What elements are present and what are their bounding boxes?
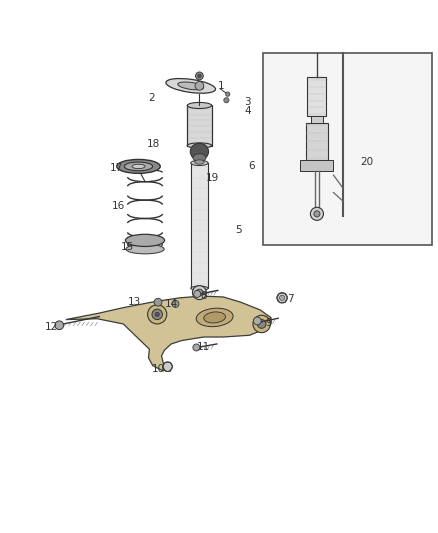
Ellipse shape [178,82,204,90]
Circle shape [279,295,285,301]
Circle shape [154,298,162,306]
Ellipse shape [193,154,206,161]
Text: 2: 2 [148,93,155,103]
Text: 14: 14 [165,300,178,309]
Bar [306,123,328,160]
Text: 4: 4 [244,106,251,116]
Circle shape [224,98,229,103]
Text: 20: 20 [360,157,374,167]
Bar [311,116,323,123]
Circle shape [172,301,179,308]
Circle shape [152,309,162,320]
Text: 19: 19 [206,173,219,183]
Text: 1: 1 [218,81,225,91]
Circle shape [314,211,320,217]
Circle shape [196,289,203,296]
Ellipse shape [125,235,165,246]
Bar [300,160,333,171]
Text: 13: 13 [127,297,141,307]
Bar [191,163,208,288]
Circle shape [198,74,201,78]
Text: 12: 12 [45,322,58,333]
Text: 11: 11 [197,342,210,352]
Ellipse shape [191,160,208,166]
Circle shape [155,312,159,317]
Ellipse shape [190,143,208,160]
Circle shape [311,207,323,220]
Text: 15: 15 [121,242,134,252]
Circle shape [277,293,287,303]
Text: 18: 18 [147,139,160,149]
Circle shape [148,305,167,324]
Circle shape [195,72,203,80]
Circle shape [55,321,64,329]
Circle shape [193,344,200,351]
Ellipse shape [127,240,162,249]
Circle shape [253,317,261,325]
Ellipse shape [204,312,226,323]
Ellipse shape [196,308,233,327]
Ellipse shape [187,102,212,109]
Text: 8: 8 [201,291,207,301]
Text: 16: 16 [112,201,126,212]
Ellipse shape [187,143,212,148]
Text: 3: 3 [244,97,251,107]
Text: 6: 6 [248,161,255,172]
Ellipse shape [126,244,164,254]
Ellipse shape [166,78,215,93]
Circle shape [257,320,266,328]
Polygon shape [66,296,271,371]
Text: 7: 7 [287,294,294,304]
Circle shape [192,286,206,300]
Ellipse shape [191,286,208,290]
Circle shape [194,290,201,297]
Ellipse shape [124,162,152,171]
Circle shape [195,82,204,90]
Circle shape [163,362,173,372]
Text: 17: 17 [110,163,124,173]
Text: 5: 5 [235,224,242,235]
Bar [307,77,326,116]
Circle shape [226,92,230,96]
Text: 10: 10 [152,364,165,374]
Ellipse shape [132,164,145,168]
Ellipse shape [117,159,160,173]
Circle shape [253,315,270,333]
Ellipse shape [194,160,204,164]
Bar [262,53,432,245]
Bar [187,106,212,146]
Text: 9: 9 [266,318,272,328]
